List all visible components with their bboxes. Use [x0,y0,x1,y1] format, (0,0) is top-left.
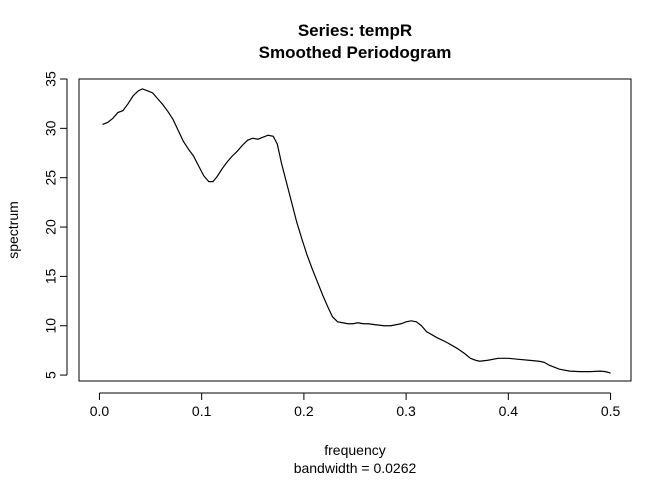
chart-title: Series: tempR [298,21,412,40]
y-tick-label: 5 [43,371,59,379]
y-tick-label: 35 [43,71,59,87]
plot-frame [78,78,632,382]
x-tick-label: 0.5 [601,403,621,419]
y-axis-label: spectrum [5,201,21,259]
y-axis: 5 10 15 20 25 30 35 [43,71,68,379]
chart-subtitle: Smoothed Periodogram [259,43,452,62]
x-axis-label: frequency [324,442,385,458]
x-tick-label: 0.0 [90,403,110,419]
x-axis: 0.0 0.1 0.2 0.3 0.4 0.5 [90,392,621,419]
x-axis-sublabel: bandwidth = 0.0262 [294,460,417,476]
y-tick-label: 15 [43,268,59,284]
y-tick-label: 25 [43,170,59,186]
x-tick-label: 0.2 [294,403,314,419]
y-tick-label: 20 [43,219,59,235]
spectrum-series-line [102,88,611,374]
y-tick-label: 30 [43,120,59,136]
x-tick-label: 0.3 [396,403,416,419]
x-tick-label: 0.4 [499,403,519,419]
y-tick-label: 10 [43,318,59,334]
x-tick-label: 0.1 [192,403,212,419]
